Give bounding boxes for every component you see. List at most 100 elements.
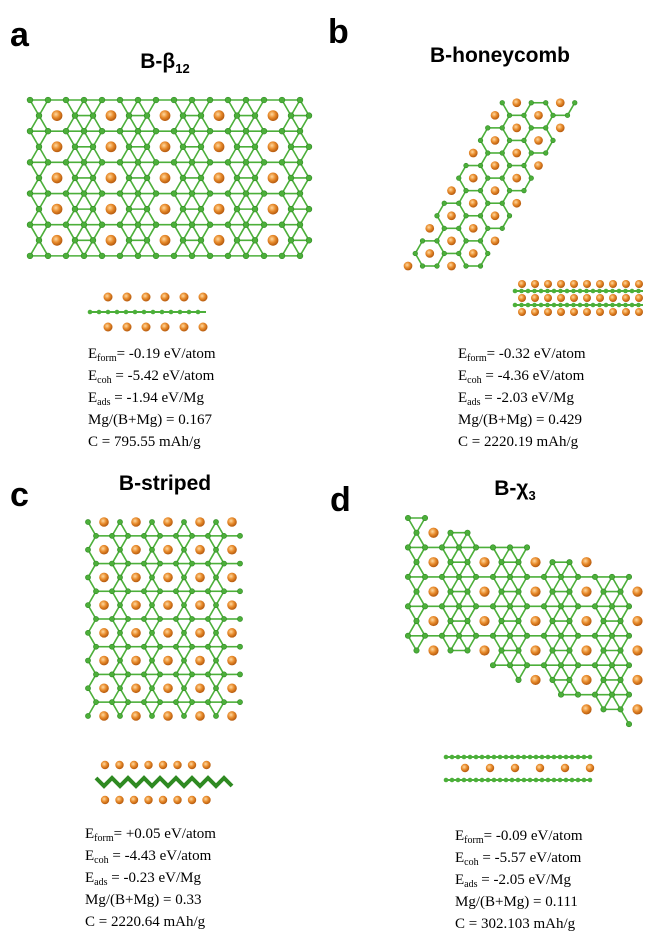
boron-atom-side: [591, 289, 596, 294]
boron-atom: [464, 264, 469, 269]
boron-atom-side: [532, 289, 537, 294]
boron-atom: [99, 222, 105, 228]
mg-atom: [428, 616, 438, 626]
boron-atom: [198, 175, 204, 181]
boron-atom: [109, 533, 114, 538]
boron-atom: [592, 604, 597, 609]
mg-atom-side: [583, 280, 591, 288]
boron-atom: [173, 561, 178, 566]
boron-atom: [225, 128, 231, 134]
boron-atom: [85, 686, 90, 691]
mg-atom: [163, 545, 173, 555]
boron-atom: [543, 126, 548, 131]
mg-atom: [214, 110, 225, 121]
boron-atom: [99, 191, 105, 197]
mg-atom-side: [518, 308, 526, 316]
mg-atom: [428, 645, 438, 655]
boron-atom: [601, 648, 606, 653]
boron-atom: [45, 191, 51, 197]
boron-atom: [198, 237, 204, 243]
boron-atom: [558, 633, 563, 638]
boron-atom: [442, 226, 447, 231]
boron-atom: [173, 589, 178, 594]
mg-atom: [160, 110, 171, 121]
boron-atom: [490, 574, 495, 579]
boron-atom: [500, 151, 505, 156]
panel-title: B-β12: [140, 50, 189, 76]
mg-atom-side: [159, 796, 167, 804]
boron-atom: [507, 545, 512, 550]
boron-atom: [405, 604, 410, 609]
boron-atom: [109, 672, 114, 677]
boron-atom-side: [570, 755, 575, 760]
boron-atom: [473, 633, 478, 638]
boron-atom: [36, 206, 42, 212]
boron-atom: [237, 644, 242, 649]
boron-atom: [306, 113, 312, 119]
boron-atom: [306, 237, 312, 243]
boron-atom: [189, 128, 195, 134]
boron-atom: [141, 533, 146, 538]
boron-atom: [125, 672, 130, 677]
boron-atom: [135, 191, 141, 197]
property: Eform= -0.32 eV/atom: [458, 346, 586, 364]
boron-atom: [478, 213, 483, 218]
mg-atom: [131, 600, 141, 610]
boron-atom: [413, 251, 418, 256]
boron-atom: [529, 126, 534, 131]
symbol: E: [85, 848, 94, 864]
boron-atom: [558, 692, 563, 697]
property: Mg/(B+Mg) = 0.111: [455, 894, 578, 910]
boron-atom-side: [133, 310, 138, 315]
boron-atom: [72, 113, 78, 119]
mg-atom: [428, 557, 438, 567]
boron-atom: [189, 589, 194, 594]
boron-atom: [157, 589, 162, 594]
property-value: C = 795.55 mAh/g: [88, 434, 201, 450]
boron-atom: [72, 206, 78, 212]
mg-atom: [534, 111, 543, 120]
boron-atom: [529, 100, 534, 105]
boron-atom-side: [623, 289, 628, 294]
boron-atom: [117, 128, 123, 134]
boron-atom-side: [578, 289, 583, 294]
boron-atom: [456, 176, 461, 181]
boron-atom: [478, 264, 483, 269]
boron-atom-side: [492, 755, 497, 760]
boron-atom: [414, 589, 419, 594]
boron-atom: [157, 616, 162, 621]
boron-atom: [117, 519, 122, 524]
boron-atom: [522, 163, 527, 168]
boron-atom: [524, 604, 529, 609]
boron-atom: [27, 253, 33, 259]
mg-atom-side: [180, 293, 189, 302]
symbol: E: [458, 346, 467, 362]
boron-atom-side: [552, 778, 557, 783]
mg-atom: [447, 262, 456, 271]
boron-atom: [575, 663, 580, 668]
boron-atom: [541, 633, 546, 638]
boron-atom: [221, 589, 226, 594]
boron-atom: [609, 604, 614, 609]
mg-atom: [447, 237, 456, 246]
mg-atom-side: [115, 796, 123, 804]
mg-atom-side: [461, 764, 469, 772]
boron-atom-side: [588, 778, 593, 783]
mg-atom-side: [561, 764, 569, 772]
boron-atom: [85, 603, 90, 608]
mg-atom: [227, 517, 237, 527]
boron-atom: [288, 113, 294, 119]
symbol-sub: form: [94, 833, 114, 844]
boron-atom: [141, 700, 146, 705]
mg-atom: [227, 545, 237, 555]
boron-atom-side: [474, 755, 479, 760]
mg-atom: [99, 517, 109, 527]
boron-atom: [189, 222, 195, 228]
boron-atom: [288, 144, 294, 150]
mg-atom-side: [570, 308, 578, 316]
mg-atom-side: [123, 293, 132, 302]
boron-atom: [221, 700, 226, 705]
property-value: = -0.19 eV/atom: [117, 346, 216, 362]
boron-atom: [149, 547, 154, 552]
boron-atom: [297, 159, 303, 165]
